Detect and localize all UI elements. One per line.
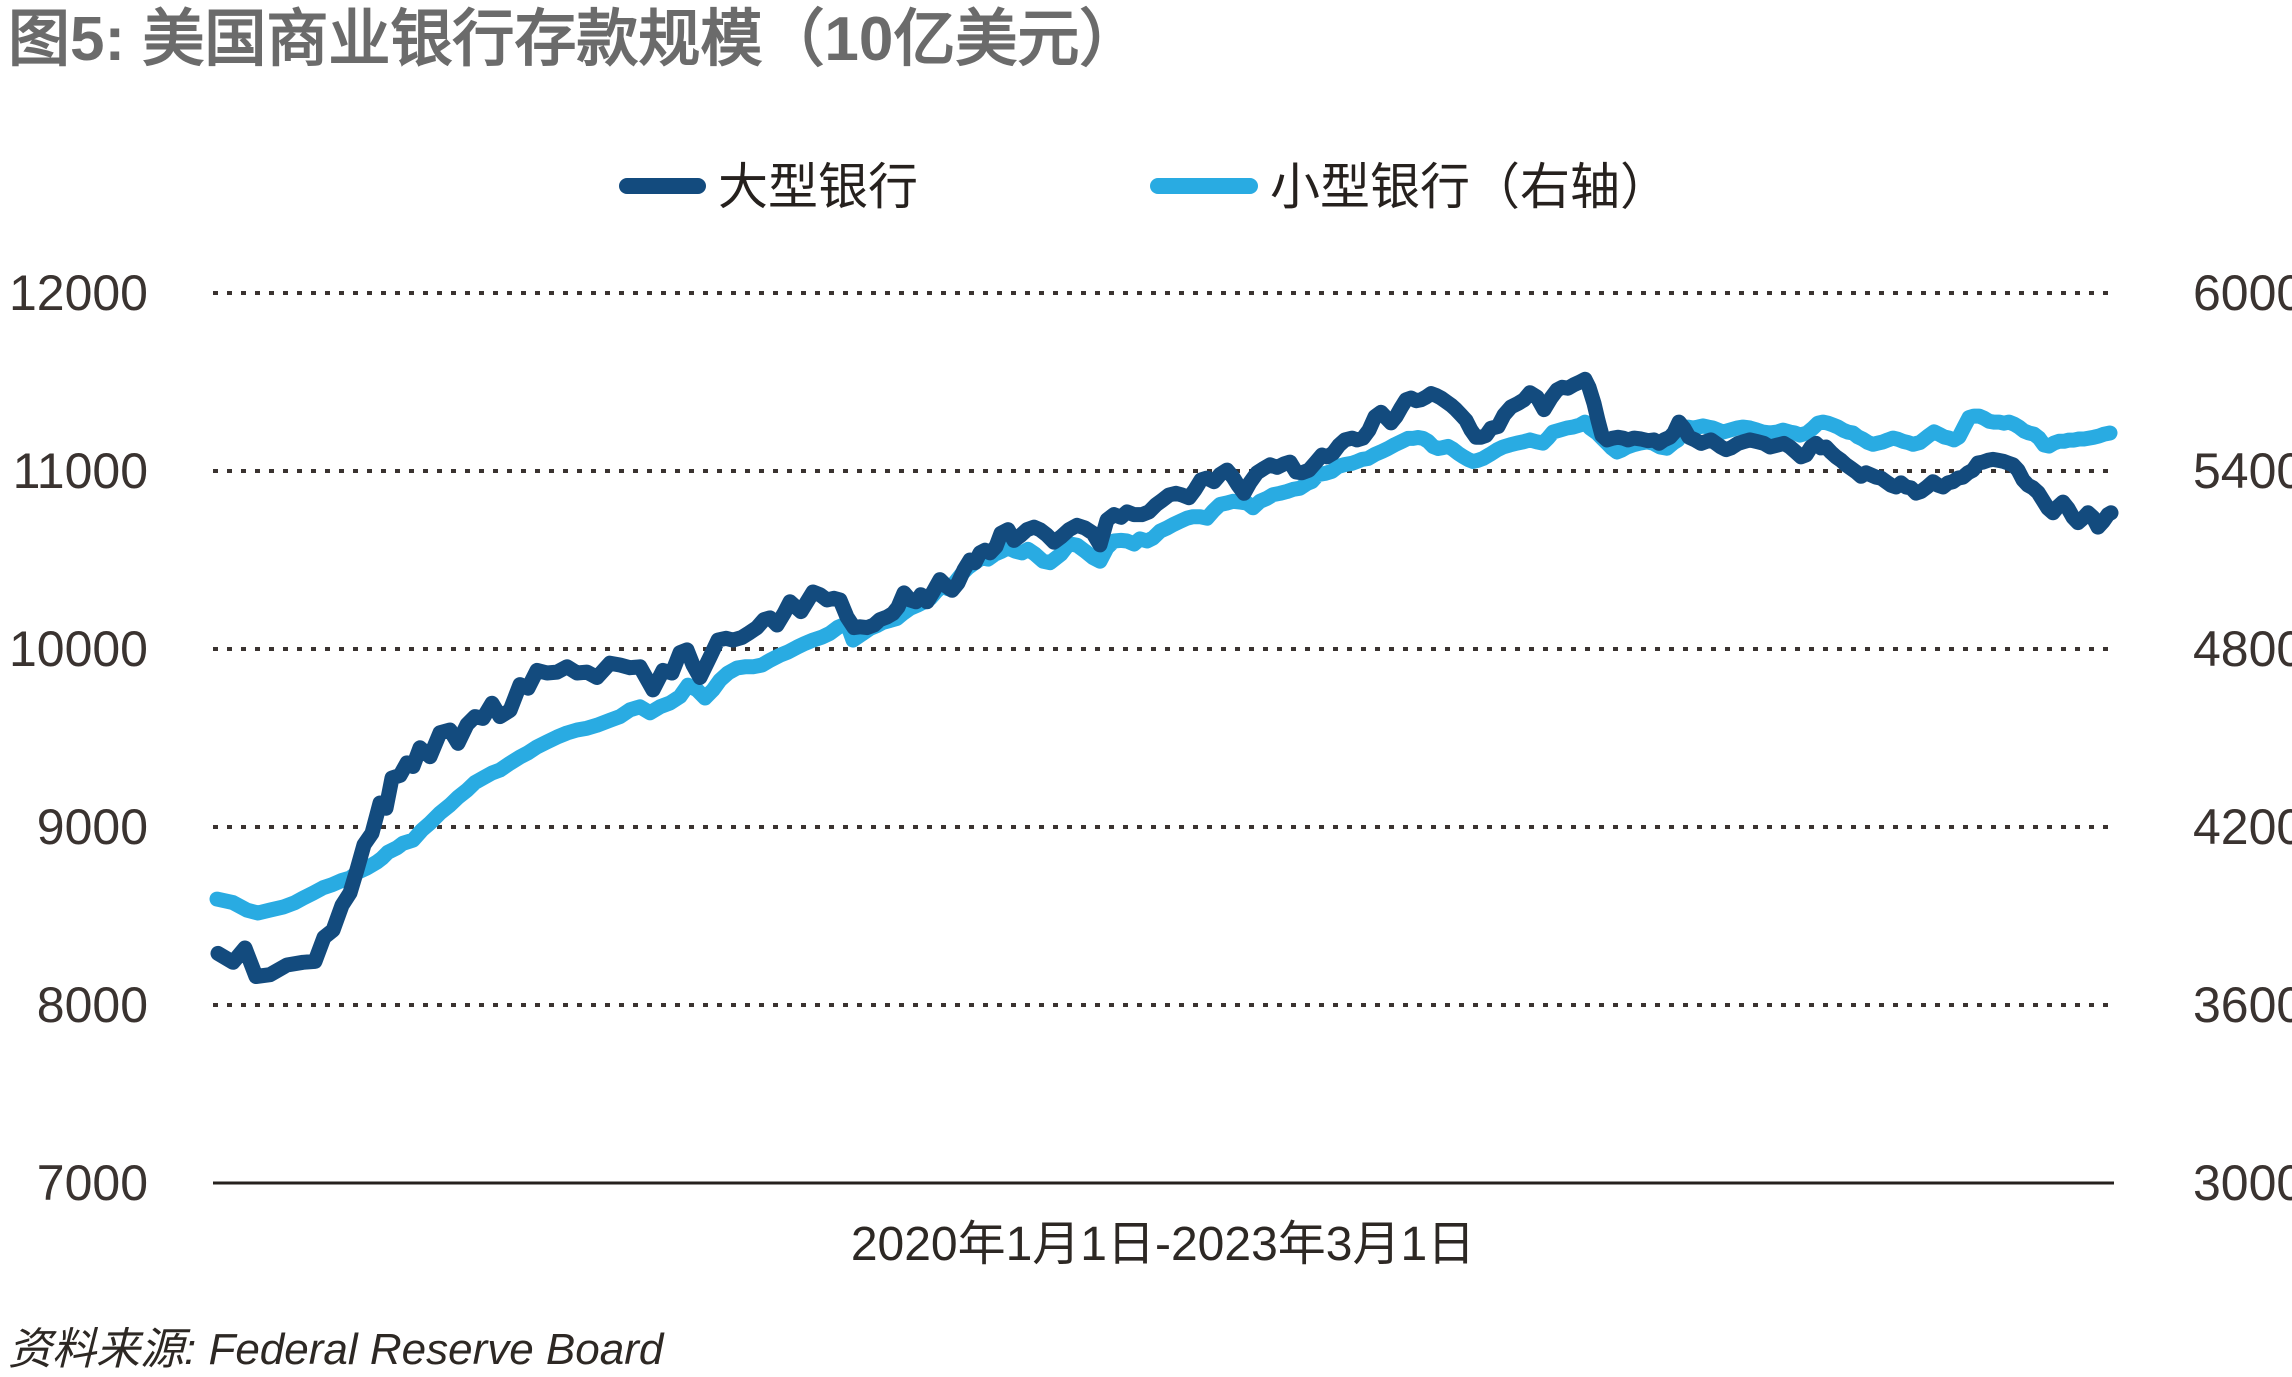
series-line-large-banks (210, 371, 2119, 984)
right-tick-6000: 6000 (2193, 265, 2292, 321)
right-tick-3000: 3000 (2193, 1155, 2292, 1211)
legend: 大型银行 小型银行（右轴） (619, 159, 1670, 215)
right-tick-5400: 5400 (2193, 443, 2292, 499)
legend-label-small-banks: 小型银行（右轴） (1270, 159, 1670, 215)
right-tick-4800: 4800 (2193, 621, 2292, 677)
right-tick-3600: 3600 (2193, 977, 2292, 1033)
left-tick-10000: 10000 (9, 621, 148, 677)
left-tick-7000: 7000 (37, 1155, 148, 1211)
series-line-small-banks (209, 408, 2118, 921)
x-axis-label: 2020年1月1日-2023年3月1日 (851, 1218, 1475, 1271)
left-tick-12000: 12000 (9, 265, 148, 321)
axis-tick-labels: 12000 6000 11000 5400 10000 4800 9000 4200 8000 3… (9, 265, 2292, 1211)
gridlines (213, 291, 2114, 1185)
chart-title: 图5: 美国商业银行存款规模（10亿美元） (8, 4, 1141, 74)
source-note: 资料来源: Federal Reserve Board (8, 1325, 665, 1374)
series-lines (209, 371, 2119, 984)
right-tick-4200: 4200 (2193, 799, 2292, 855)
left-tick-11000: 11000 (13, 443, 148, 499)
legend-label-large-banks: 大型银行 (718, 159, 918, 215)
left-tick-8000: 8000 (37, 977, 148, 1033)
left-tick-9000: 9000 (37, 799, 148, 855)
